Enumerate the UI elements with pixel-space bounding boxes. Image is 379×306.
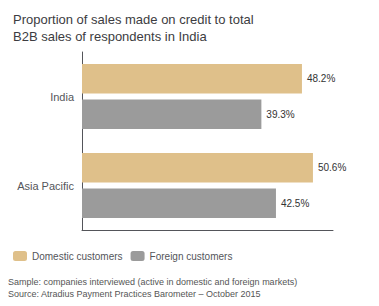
svg-text:39.3%: 39.3% xyxy=(266,109,294,120)
svg-text:Source: Atradius Payment Pract: Source: Atradius Payment Practices Barom… xyxy=(8,289,261,299)
svg-text:50.6%: 50.6% xyxy=(318,162,346,173)
svg-text:Sample: companies interviewed: Sample: companies interviewed (active in… xyxy=(8,277,297,287)
svg-text:B2B sales of respondents in In: B2B sales of respondents in India xyxy=(13,29,207,44)
svg-text:Domestic customers: Domestic customers xyxy=(32,251,123,262)
svg-text:48.2%: 48.2% xyxy=(307,73,335,84)
svg-text:India: India xyxy=(50,91,75,103)
svg-text:42.5%: 42.5% xyxy=(281,198,309,209)
svg-text:Asia Pacific: Asia Pacific xyxy=(17,180,74,192)
svg-text:Foreign customers: Foreign customers xyxy=(150,251,233,262)
svg-text:Proportion of sales made on cr: Proportion of sales made on credit to to… xyxy=(13,12,254,27)
